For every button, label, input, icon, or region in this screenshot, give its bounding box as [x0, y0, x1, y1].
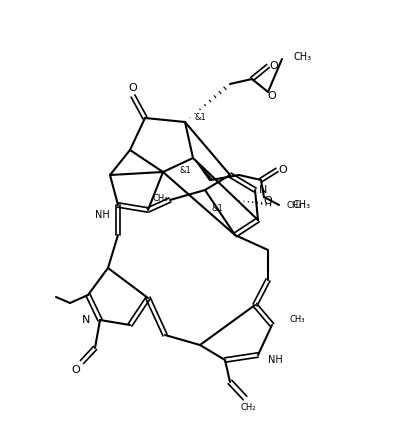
- Text: O: O: [128, 83, 137, 93]
- Text: O: O: [71, 365, 80, 375]
- Text: &1: &1: [179, 165, 190, 175]
- Text: CH₃: CH₃: [292, 200, 310, 210]
- Text: O: O: [269, 61, 277, 71]
- Text: &1: &1: [194, 113, 206, 121]
- Text: CH₃: CH₃: [293, 52, 311, 62]
- Text: CH₃: CH₃: [289, 315, 305, 324]
- Text: O: O: [267, 91, 276, 101]
- Text: O: O: [263, 196, 272, 206]
- Text: CH₂: CH₂: [240, 403, 255, 412]
- Text: CH₃: CH₃: [153, 194, 168, 202]
- Text: NH: NH: [267, 355, 282, 365]
- Polygon shape: [192, 158, 212, 181]
- Text: &1: &1: [211, 203, 222, 213]
- Text: N: N: [258, 185, 267, 195]
- Text: O: O: [278, 165, 287, 175]
- Text: N: N: [81, 315, 90, 325]
- Text: CH₃: CH₃: [286, 201, 302, 209]
- Text: NH: NH: [95, 210, 110, 220]
